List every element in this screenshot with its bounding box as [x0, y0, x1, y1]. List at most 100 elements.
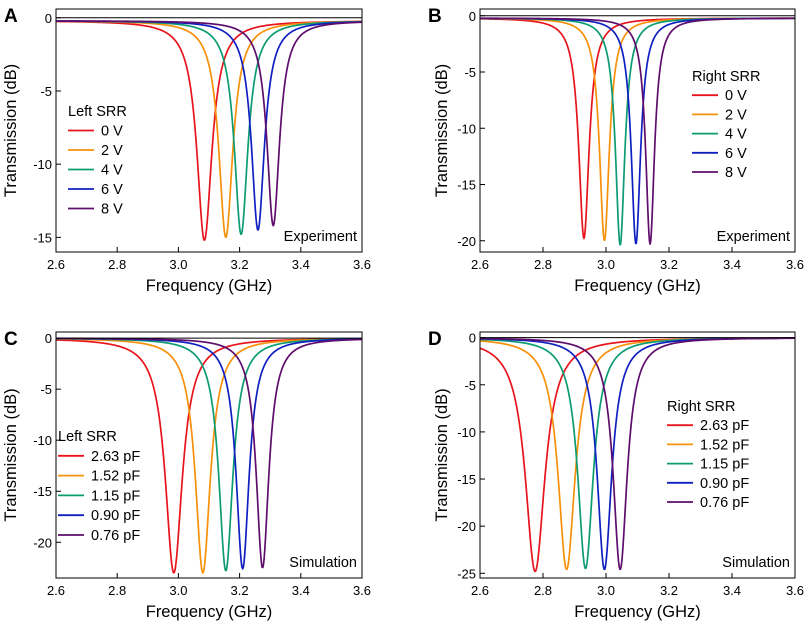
plot-frame	[55, 331, 363, 579]
legend-entry: 2.63 pF	[700, 418, 749, 434]
legend-entry: 1.52 pF	[91, 469, 140, 485]
plot-frame	[479, 8, 796, 253]
x-tick-label: 3.2	[231, 583, 249, 598]
legend-entry: 8 V	[725, 165, 747, 181]
y-tick-label: -15	[457, 472, 476, 487]
annotation: Experiment	[284, 229, 357, 245]
legend-entry: 1.52 pF	[700, 437, 749, 453]
legend-entry: 8 V	[101, 202, 123, 218]
legend-entry: 2 V	[725, 107, 747, 123]
x-tick-label: 2.6	[47, 257, 65, 272]
y-tick-label: -10	[457, 121, 476, 136]
x-axis-label: Frequency (GHz)	[146, 603, 273, 621]
legend-entry: 1.15 pF	[700, 457, 749, 473]
x-tick-label: 3.4	[723, 257, 741, 272]
y-tick-label: -10	[457, 425, 476, 440]
x-tick-label: 3.6	[353, 583, 371, 598]
x-tick-label: 3.0	[597, 257, 615, 272]
y-tick-label: -5	[40, 84, 52, 99]
x-tick-label: 3.6	[353, 257, 371, 272]
y-tick-label: -10	[33, 433, 52, 448]
series-group	[480, 17, 795, 246]
y-tick-label: -10	[33, 157, 52, 172]
x-axis-label: Frequency (GHz)	[574, 603, 701, 621]
legend-title: Right SRR	[692, 69, 761, 85]
x-tick-label: 3.0	[169, 257, 187, 272]
legend-entry: 4 V	[725, 127, 747, 143]
panel-d: 2.6 2.8 3.0 3.2 3.4 3.6 0 -5 -10 -15 -20 -25 Frequen…	[428, 329, 804, 621]
x-tick-label: 2.8	[108, 257, 126, 272]
legend: Left SRR 0 V 2 V 4 V 6 V 8 V	[68, 104, 127, 218]
panel-b: 2.6 2.8 3.0 3.2 3.4 3.6 0 -5 -10 -15 -20 Frequency …	[428, 6, 804, 295]
legend: Right SRR 0 V 2 V 4 V 6 V 8 V	[692, 69, 761, 181]
series-line-2_63-pF	[480, 337, 795, 573]
legend-entry: 2 V	[101, 143, 123, 159]
x-tick-label: 2.6	[47, 583, 65, 598]
panel-label: D	[428, 329, 442, 350]
y-tick-label: -5	[40, 382, 52, 397]
legend-entry: 1.15 pF	[91, 488, 140, 504]
series-group	[480, 337, 795, 573]
x-tick-label: 3.4	[723, 583, 741, 598]
annotation: Simulation	[289, 555, 357, 571]
x-axis-label: Frequency (GHz)	[146, 277, 273, 295]
y-tick-label: 0	[469, 331, 476, 346]
legend: Right SRR 2.63 pF 1.52 pF 1.15 pF 0.90 pF 0.7…	[667, 399, 749, 511]
plot-frame	[55, 8, 363, 253]
y-tick-label: -15	[33, 230, 52, 245]
x-tick-label: 3.2	[660, 257, 678, 272]
legend-entry: 0.90 pF	[91, 508, 140, 524]
x-tick-label: 3.4	[292, 583, 310, 598]
x-tick-label: 2.6	[471, 583, 489, 598]
x-tick-label: 2.8	[534, 257, 552, 272]
series-group	[56, 20, 362, 241]
legend-entry: 6 V	[101, 182, 123, 198]
panel-a: 2.6 2.8 3.0 3.2 3.4 3.6 0 -5 -10 -15 Frequency (GH…	[2, 6, 371, 295]
series-line-0_90-pF	[480, 337, 795, 571]
x-tick-label: 3.0	[169, 583, 187, 598]
y-axis-label: Transmission (dB)	[433, 64, 451, 197]
panel-label: C	[4, 329, 18, 350]
y-tick-label: -15	[457, 178, 476, 193]
y-tick-label: 0	[45, 331, 52, 346]
y-axis-label: Transmission (dB)	[433, 388, 451, 521]
plot-frame	[479, 331, 796, 579]
legend-entry: 6 V	[725, 146, 747, 162]
y-tick-label: 0	[469, 9, 476, 24]
y-tick-label: -15	[33, 484, 52, 499]
y-tick-label: -20	[33, 535, 52, 550]
panel-label: A	[4, 6, 18, 27]
y-tick-label: -20	[457, 234, 476, 249]
annotation: Experiment	[717, 229, 790, 245]
y-tick-label: -5	[464, 378, 476, 393]
legend-entry: 0.76 pF	[91, 528, 140, 544]
annotation: Simulation	[722, 555, 790, 571]
x-axis-label: Frequency (GHz)	[574, 277, 701, 295]
legend-entry: 0 V	[101, 124, 123, 140]
x-tick-label: 3.2	[231, 257, 249, 272]
legend-title: Left SRR	[68, 104, 127, 120]
series-line-0_76-pF	[480, 337, 795, 571]
x-tick-label: 2.6	[471, 257, 489, 272]
y-tick-label: -20	[457, 519, 476, 534]
legend: Left SRR 2.63 pF 1.52 pF 1.15 pF 0.90 pF 0.76…	[58, 429, 140, 544]
y-axis-label: Transmission (dB)	[2, 64, 20, 197]
x-tick-label: 3.2	[660, 583, 678, 598]
x-tick-label: 3.0	[597, 583, 615, 598]
y-tick-label: -25	[457, 566, 476, 581]
x-tick-label: 3.6	[786, 257, 804, 272]
legend-entry: 2.63 pF	[91, 449, 140, 465]
legend-entry: 0.76 pF	[700, 495, 749, 511]
y-tick-label: -5	[464, 65, 476, 80]
x-tick-label: 2.8	[108, 583, 126, 598]
series-line-1_52-pF	[480, 337, 795, 571]
legend-entry: 4 V	[101, 163, 123, 179]
y-tick-label: 0	[45, 11, 52, 26]
panel-c: 2.6 2.8 3.0 3.2 3.4 3.6 0 -5 -10 -15 -20 Frequency …	[2, 329, 371, 621]
x-tick-label: 3.6	[786, 583, 804, 598]
y-axis-label: Transmission (dB)	[2, 388, 20, 521]
x-tick-label: 2.8	[534, 583, 552, 598]
series-group	[56, 337, 362, 574]
